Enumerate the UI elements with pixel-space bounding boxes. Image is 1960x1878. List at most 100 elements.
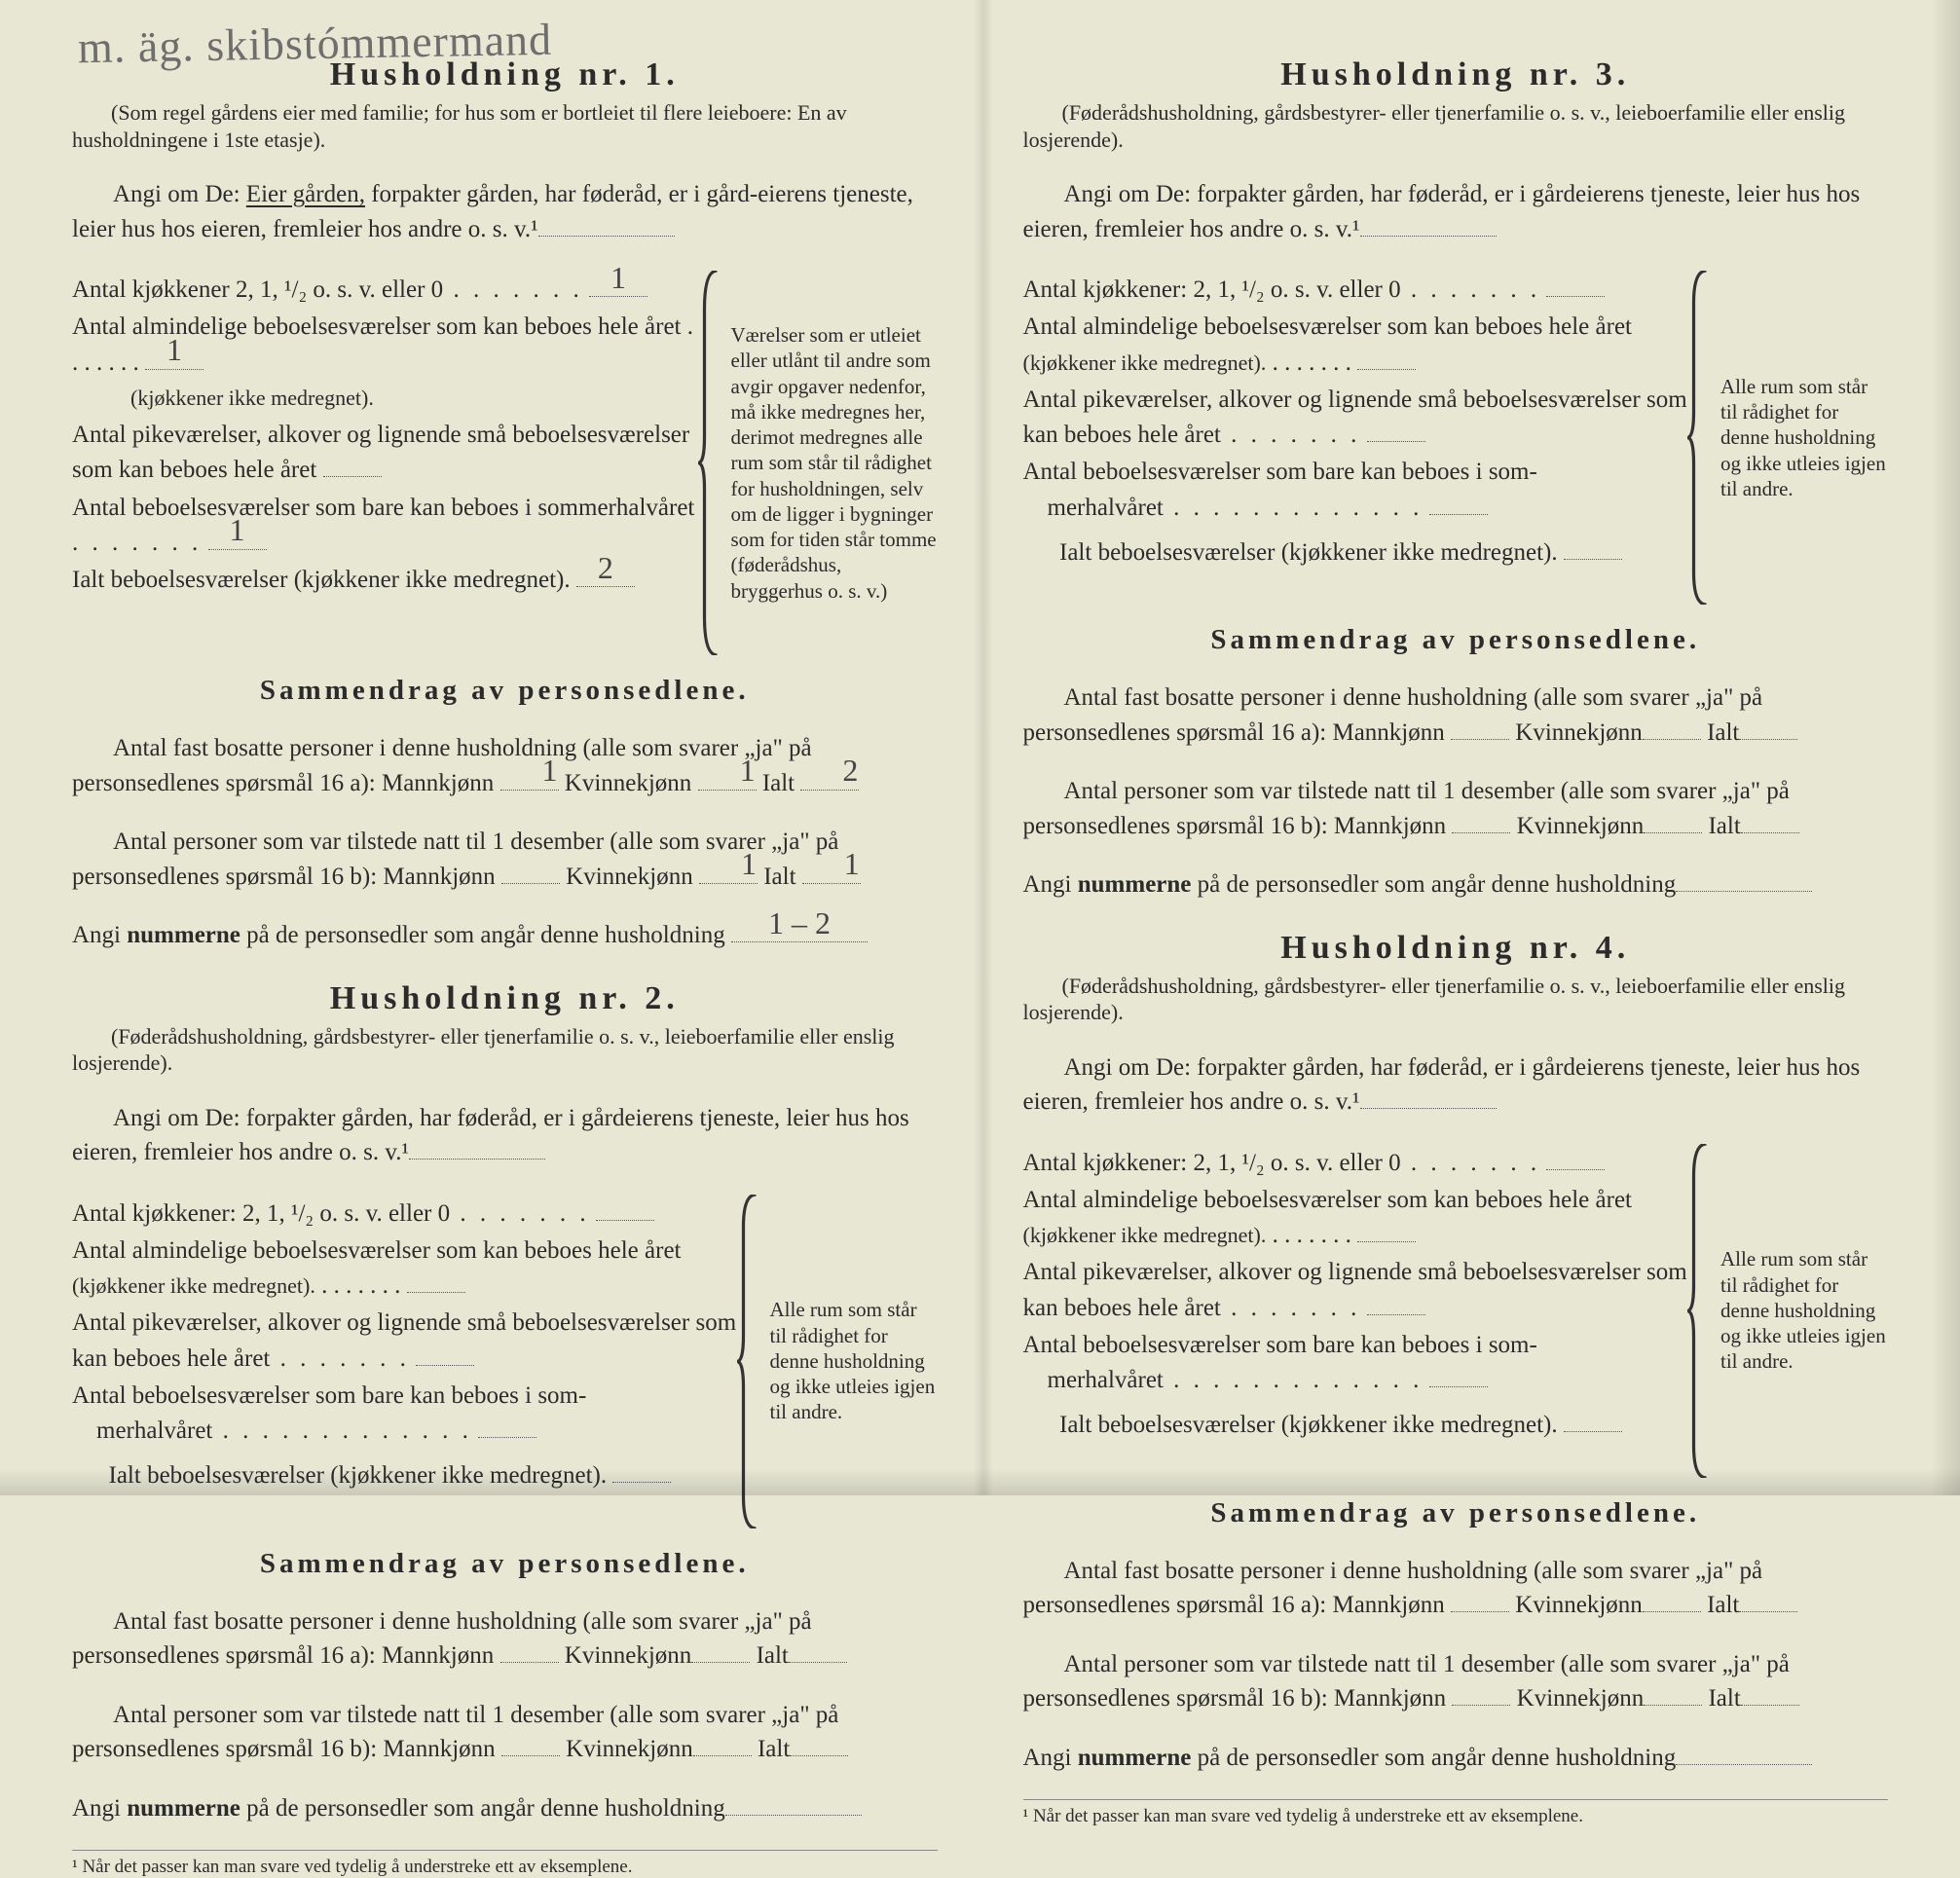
b3bi: [1741, 809, 1799, 833]
row-rooms2: Antal almindelige beboelsesværelser som …: [72, 1234, 737, 1305]
lbl-i-3b: Ialt: [1708, 813, 1740, 839]
v-kitchen: 1: [589, 273, 647, 297]
q-pike3: Antal pikeværelser, alkover og lignende …: [1023, 387, 1687, 448]
hh4-angi: Angi om De: forpakter gården, har føderå…: [1023, 1050, 1889, 1120]
hw16a-m: 1: [501, 749, 558, 792]
q-summer3b: merhalvåret: [1048, 495, 1424, 521]
q-rooms4-sub: (kjøkkener ikke medregnet).: [1023, 1223, 1267, 1247]
hw-summer: 1: [230, 507, 245, 552]
row-rooms4: Antal almindelige beboelsesværelser som …: [1023, 1183, 1688, 1254]
q-kitchen2: Antal kjøkkener: 2, 1, ¹/₂ o. s. v. elle…: [72, 1200, 590, 1227]
page-edge-right: [1931, 0, 1960, 1495]
hh3-p16b: Antal personer som var tilstede natt til…: [1023, 774, 1889, 843]
hh1-bracket-note: Værelser som er utleiet eller utlånt til…: [723, 322, 938, 604]
lbl-k: Kvinnekjønn: [565, 770, 692, 796]
blank-r4: [1357, 1218, 1416, 1242]
hh2-p16b: Antal personer som var tilstede natt til…: [72, 1698, 938, 1767]
row-kitchen3: Antal kjøkkener: 2, 1, ¹/₂ o. s. v. elle…: [1023, 273, 1688, 308]
hh3-angi: Angi om De: forpakter gården, har føderå…: [1023, 177, 1889, 246]
hw-num: 1 – 2: [768, 902, 831, 945]
blank-t4: [1564, 1408, 1622, 1432]
hh4-p16a: Antal fast bosatte personer i denne hush…: [1023, 1554, 1889, 1623]
emph-nummerne-3: nummerne: [1078, 871, 1192, 898]
q-total4: Ialt beboelsesværelser (kjøkkener ikke m…: [1059, 1412, 1558, 1438]
emph-nummerne-4: nummerne: [1078, 1745, 1192, 1771]
hh4-title: Husholdning nr. 4.: [1023, 930, 1889, 967]
v16a-i: 2: [800, 766, 859, 791]
q-rooms4: Antal almindelige beboelsesværelser som …: [1023, 1187, 1633, 1213]
q-rooms3: Antal almindelige beboelsesværelser som …: [1023, 313, 1633, 340]
hw-total: 2: [598, 545, 613, 590]
q-kitchen: Antal kjøkkener 2, 1, ¹/₂ o. s. v. eller…: [72, 276, 583, 303]
b2bi: [790, 1732, 848, 1756]
hh4-p16b: Antal personer som var tilstede natt til…: [1023, 1647, 1889, 1716]
hh1-p16a: Antal fast bosatte personer i denne hush…: [72, 731, 938, 800]
hh4-note: (Føderådshusholdning, gårdsbestyrer- ell…: [1023, 973, 1889, 1026]
lbl-i-4b: Ialt: [1708, 1685, 1740, 1712]
hh2-sammendrag-head: Sammendrag av personsedlene.: [72, 1548, 938, 1580]
row-pike: Antal pikeværelser, alkover og lignende …: [72, 418, 698, 489]
right-column: Husholdning nr. 3. (Føderådshusholdning,…: [980, 39, 1932, 1466]
hh1-rooms-block: Antal kjøkkener 2, 1, ¹/₂ o. s. v. eller…: [72, 271, 938, 655]
b3am: [1451, 716, 1509, 740]
q-summer4b: merhalvåret: [1048, 1367, 1424, 1393]
q-pike2: Antal pikeværelser, alkover og lignende …: [72, 1309, 736, 1371]
hw16a-k: 1: [699, 749, 756, 792]
v-pike: [323, 453, 382, 477]
b2am: [500, 1639, 559, 1663]
b4ai: [1739, 1588, 1797, 1612]
hw-kitchen: 1: [610, 255, 626, 300]
hh1-pnum: Angi nummerne på de personsedler som ang…: [72, 918, 938, 953]
household-3: Husholdning nr. 3. (Føderådshusholdning,…: [1023, 56, 1889, 902]
blank-r3: [1357, 346, 1416, 370]
census-form-page: m. äg. skibstómmermand Husholdning nr. 1…: [0, 0, 1960, 1495]
hh2-p16a: Antal fast bosatte personer i denne hush…: [72, 1604, 938, 1674]
b3bk: [1644, 809, 1702, 833]
hh1-angi: Angi om De: Eier gården, forpakter gårde…: [72, 177, 938, 246]
left-column: Husholdning nr. 1. (Som regel gårdens ei…: [29, 39, 980, 1466]
q-pike4: Antal pikeværelser, alkover og lignende …: [1023, 1259, 1687, 1320]
lbl-k-4: Kvinnekjønn: [1515, 1592, 1643, 1618]
hw16b-i: 1: [803, 842, 860, 886]
hh1-rooms-left: Antal kjøkkener 2, 1, ¹/₂ o. s. v. eller…: [72, 271, 698, 655]
household-1: Husholdning nr. 1. (Som regel gårdens ei…: [72, 56, 938, 953]
lbl-i-2: Ialt: [757, 1642, 789, 1669]
hh3-bracket-note: Alle rum som står til rådighet for denne…: [1713, 374, 1888, 501]
q-kitchen4: Antal kjøkkener: 2, 1, ¹/₂ o. s. v. elle…: [1023, 1150, 1541, 1176]
blank-p2: [416, 1342, 474, 1366]
emph-nummerne-2: nummerne: [127, 1795, 240, 1822]
lbl-k2: Kvinnekjønn: [566, 864, 693, 890]
brace-icon-4: [1687, 1144, 1713, 1478]
b4bi: [1741, 1681, 1799, 1706]
brace-icon-3: [1687, 271, 1713, 605]
hh1-sammendrag-head: Sammendrag av personsedlene.: [72, 675, 938, 707]
lbl-i2: Ialt: [763, 864, 795, 890]
q-rooms2-sub: (kjøkkener ikke medregnet).: [72, 1273, 315, 1298]
v16a-m: 1: [500, 766, 559, 791]
row-kitchen2: Antal kjøkkener: 2, 1, ¹/₂ o. s. v. elle…: [72, 1197, 737, 1232]
b3ai: [1739, 716, 1797, 740]
q-summer3a: Antal beboelsesværelser som bare kan beb…: [1023, 459, 1537, 485]
blank-s2: [478, 1414, 536, 1438]
blank-s3: [1429, 491, 1488, 515]
v-num: 1 – 2: [731, 918, 868, 942]
row-kitchen4: Antal kjøkkener: 2, 1, ¹/₂ o. s. v. elle…: [1023, 1146, 1688, 1181]
page-edge-bottom: [0, 1468, 1960, 1495]
hh2-note: (Føderådshusholdning, gårdsbestyrer- ell…: [72, 1023, 938, 1077]
blank-k3: [1546, 273, 1605, 297]
hh3-p16a: Antal fast bosatte personer i denne hush…: [1023, 681, 1889, 750]
row-summer3: Antal beboelsesværelser som bare kan beb…: [1023, 455, 1688, 526]
v16b-m: [501, 860, 560, 884]
lbl-k-2b: Kvinnekjønn: [566, 1736, 693, 1762]
hh4-pnum: Angi nummerne på de personsedler som ang…: [1023, 1741, 1889, 1776]
b4ak: [1643, 1588, 1701, 1612]
row-pike4: Antal pikeværelser, alkover og lignende …: [1023, 1255, 1688, 1326]
row-pike3: Antal pikeværelser, alkover og lignende …: [1023, 383, 1688, 454]
q-summer2a: Antal beboelsesværelser som bare kan beb…: [72, 1382, 586, 1409]
q-rooms-sub: (kjøkkener ikke medregnet).: [130, 386, 374, 410]
hh4-sammendrag-head: Sammendrag av personsedlene.: [1023, 1497, 1889, 1529]
handwritten-annotation: m. äg. skibstómmermand: [78, 14, 553, 73]
q-total3: Ialt beboelsesværelser (kjøkkener ikke m…: [1059, 539, 1558, 566]
lbl-i-2b: Ialt: [758, 1736, 790, 1762]
v16b-i: 1: [802, 860, 861, 884]
